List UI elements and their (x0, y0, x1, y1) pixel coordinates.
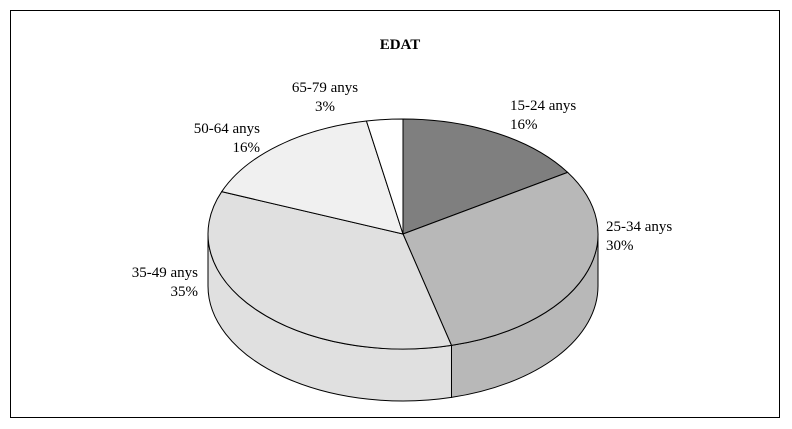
slice-label-35-49-anys: 35-49 anys (132, 265, 198, 281)
slice-label-65-79-anys: 65-79 anys (292, 80, 358, 96)
slice-percent-15-24-anys: 16% (510, 117, 538, 133)
slice-label-15-24-anys: 15-24 anys (510, 98, 576, 114)
chart-title: EDAT (380, 37, 421, 53)
pie-slice-50-64-anys (220, 120, 404, 235)
slice-label-25-34-anys: 25-34 anys (606, 219, 672, 235)
pie-slice-35-49-anys (207, 191, 453, 350)
slice-percent-35-49-anys: 35% (171, 284, 199, 300)
slice-label-50-64-anys: 50-64 anys (194, 121, 260, 137)
slice-percent-25-34-anys: 30% (606, 238, 634, 254)
slice-percent-65-79-anys: 3% (315, 99, 335, 115)
pie-slice-25-34-anys (402, 171, 599, 346)
pie-slice-15-24-anys (402, 118, 569, 235)
pie-slice-65-79-anys (365, 118, 404, 235)
slice-percent-50-64-anys: 16% (233, 140, 261, 156)
